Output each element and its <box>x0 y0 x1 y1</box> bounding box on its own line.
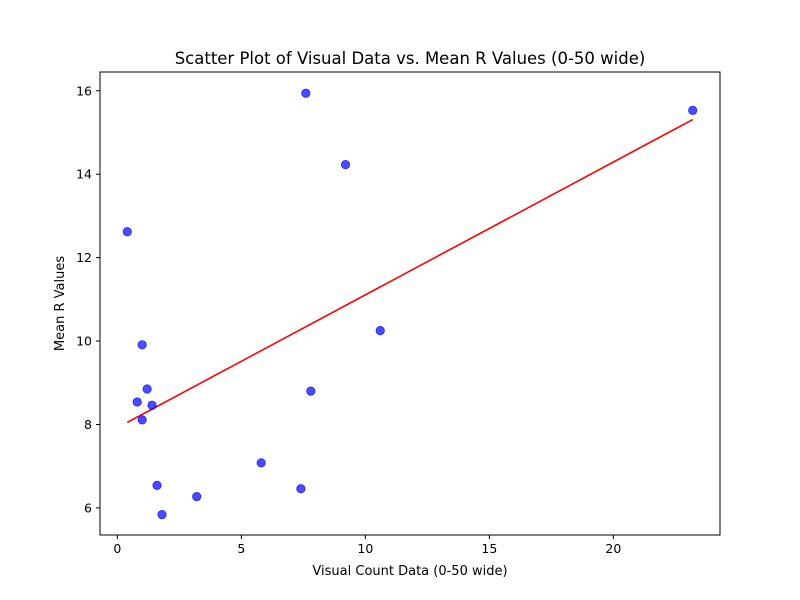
scatter-point-2 <box>137 340 147 350</box>
x-tick-label: 20 <box>605 541 621 556</box>
y-tick-label: 14 <box>76 167 92 182</box>
x-tick-label: 0 <box>113 541 121 556</box>
scatter-point-3 <box>137 415 147 425</box>
scatter-point-6 <box>152 480 162 490</box>
scatter-point-0 <box>122 227 132 237</box>
plot-area-frame <box>99 71 721 536</box>
y-axis-ticks: 6 8 10 12 14 16 <box>76 83 100 515</box>
y-tick-label: 16 <box>76 83 92 98</box>
x-tick-label: 5 <box>237 541 245 556</box>
x-axis-label: Visual Count Data (0-50 wide) <box>312 564 507 579</box>
x-tick-label: 15 <box>481 541 497 556</box>
scatter-point-7 <box>157 509 167 520</box>
scatter-point-12 <box>306 386 316 396</box>
fit-line <box>126 118 694 424</box>
points-layer <box>122 88 698 520</box>
chart-title: Scatter Plot of Visual Data vs. Mean R V… <box>175 49 646 68</box>
scatter-point-14 <box>375 326 385 336</box>
y-tick-label: 8 <box>84 417 92 432</box>
scatter-point-13 <box>340 160 351 170</box>
scatter-point-4 <box>142 384 152 394</box>
x-axis-ticks: 0 5 10 15 20 <box>113 535 621 556</box>
y-tick-label: 6 <box>84 500 92 515</box>
scatter-point-1 <box>132 397 142 407</box>
scatter-point-11 <box>301 88 311 98</box>
scatter-point-9 <box>256 458 266 468</box>
scatter-point-15 <box>688 105 698 115</box>
y-tick-label: 12 <box>76 250 92 265</box>
scatter-point-5 <box>147 400 157 410</box>
x-tick-label: 10 <box>357 541 373 556</box>
scatter-point-8 <box>192 492 202 502</box>
scatter-point-10 <box>296 484 306 494</box>
fit-line-layer <box>126 118 694 424</box>
y-axis-label: Mean R Values <box>53 256 68 351</box>
y-tick-label: 10 <box>76 334 92 349</box>
